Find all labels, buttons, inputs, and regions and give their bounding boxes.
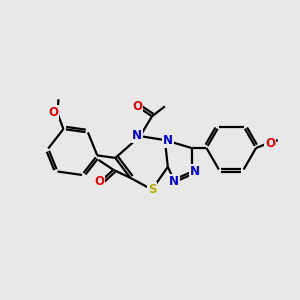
Text: S: S (148, 183, 156, 196)
Text: N: N (190, 165, 200, 178)
Text: O: O (265, 136, 275, 150)
Text: O: O (132, 100, 142, 113)
Text: O: O (94, 175, 104, 188)
Text: N: N (132, 129, 142, 142)
Text: N: N (163, 134, 173, 147)
Text: O: O (49, 106, 58, 119)
Text: N: N (169, 175, 179, 188)
